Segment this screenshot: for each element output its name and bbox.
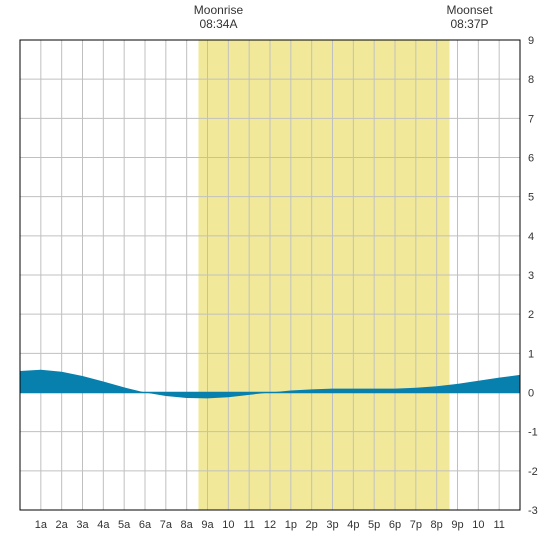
moonrise-label: Moonrise	[194, 3, 244, 17]
x-tick-label: 11	[493, 519, 504, 531]
moonset-time: 08:37P	[450, 17, 488, 31]
x-tick-label: 9p	[451, 519, 463, 531]
y-tick-label: 5	[528, 192, 534, 204]
x-tick-label: 8p	[431, 519, 443, 531]
x-tick-label: 3a	[76, 519, 89, 531]
y-tick-label: -1	[528, 427, 538, 439]
x-tick-label: 11	[243, 519, 254, 531]
x-tick-label: 10	[472, 519, 484, 531]
x-tick-label: 5a	[118, 519, 131, 531]
tide-chart: -3-2-101234567891a2a3a4a5a6a7a8a9a101112…	[0, 0, 550, 550]
x-tick-label: 2a	[56, 519, 69, 531]
y-tick-label: 9	[528, 35, 534, 47]
x-tick-label: 1a	[35, 519, 48, 531]
x-tick-label: 4p	[347, 519, 359, 531]
x-tick-label: 3p	[326, 519, 338, 531]
x-tick-label: 1p	[285, 519, 297, 531]
moonset-label: Moonset	[447, 3, 494, 17]
y-tick-label: 6	[528, 153, 534, 165]
x-tick-label: 7a	[160, 519, 173, 531]
y-tick-label: 4	[528, 231, 534, 243]
y-tick-label: -2	[528, 466, 538, 478]
y-tick-label: 8	[528, 74, 534, 86]
y-tick-label: 0	[528, 388, 534, 400]
x-tick-label: 6p	[389, 519, 401, 531]
y-tick-label: 2	[528, 309, 534, 321]
x-tick-label: 7p	[410, 519, 422, 531]
moonrise-time: 08:34A	[199, 17, 237, 31]
chart-svg: -3-2-101234567891a2a3a4a5a6a7a8a9a101112…	[0, 0, 550, 550]
x-tick-label: 8a	[181, 519, 194, 531]
x-tick-label: 12	[264, 519, 276, 531]
x-tick-label: 6a	[139, 519, 152, 531]
x-tick-label: 10	[222, 519, 234, 531]
x-tick-label: 5p	[368, 519, 380, 531]
x-tick-label: 2p	[306, 519, 318, 531]
y-tick-label: 3	[528, 270, 534, 282]
y-tick-label: 1	[528, 348, 534, 360]
x-tick-label: 9a	[201, 519, 214, 531]
x-tick-label: 4a	[97, 519, 110, 531]
y-tick-label: -3	[528, 505, 538, 517]
y-tick-label: 7	[528, 113, 534, 125]
